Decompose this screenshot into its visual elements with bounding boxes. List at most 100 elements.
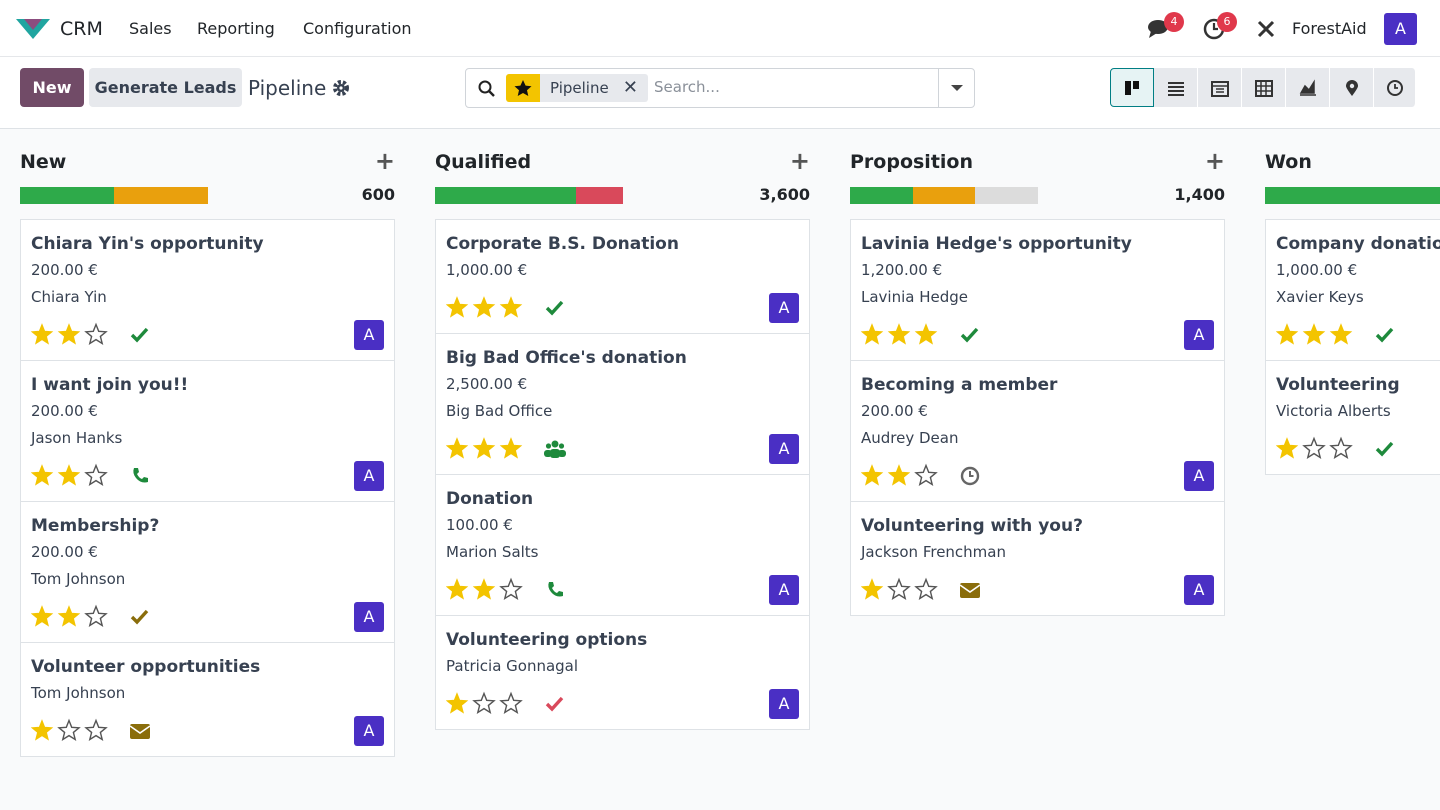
lead-card[interactable]: Becoming a member 200.00 € Audrey Dean A [851, 361, 1224, 502]
progress-segment[interactable] [114, 187, 208, 204]
star-filled[interactable] [57, 605, 81, 627]
company-name[interactable]: ForestAid [1292, 19, 1367, 38]
activity-icon[interactable] [544, 693, 566, 715]
lead-card[interactable]: Volunteering options Patricia Gonnagal A [436, 616, 809, 730]
priority-stars[interactable] [861, 463, 949, 489]
assignee-avatar[interactable]: A [354, 461, 384, 491]
app-name[interactable]: CRM [60, 18, 103, 40]
priority-stars[interactable] [31, 463, 119, 489]
activity-icon[interactable] [1374, 438, 1396, 460]
generate-leads-button[interactable]: Generate Leads [89, 68, 242, 107]
star-filled[interactable] [887, 323, 911, 345]
add-card[interactable]: + [374, 147, 395, 175]
activity-icon[interactable] [129, 465, 151, 487]
star-empty[interactable] [472, 691, 496, 715]
star-filled[interactable] [472, 437, 496, 459]
priority-stars[interactable] [446, 436, 534, 462]
star-filled[interactable] [31, 719, 54, 741]
view-button[interactable] [1242, 68, 1286, 107]
star-filled[interactable] [446, 437, 469, 459]
assignee-avatar[interactable]: A [769, 434, 799, 464]
activity-icon[interactable] [544, 297, 566, 319]
view-button[interactable] [1110, 68, 1154, 107]
view-button[interactable] [1154, 68, 1198, 107]
star-filled[interactable] [887, 464, 911, 486]
progress-segment[interactable] [912, 187, 976, 204]
star-filled[interactable] [1329, 323, 1353, 345]
assignee-avatar[interactable]: A [354, 320, 384, 350]
star-empty[interactable] [499, 577, 523, 601]
star-empty[interactable] [84, 604, 108, 628]
progress-segment[interactable] [975, 187, 1038, 204]
lead-card[interactable]: Volunteer opportunities Tom Johnson A [21, 643, 394, 757]
facet-remove[interactable]: ✕ [622, 77, 638, 98]
star-empty[interactable] [1302, 436, 1326, 460]
lead-card[interactable]: I want join you!! 200.00 € Jason Hanks A [21, 361, 394, 502]
star-filled[interactable] [446, 578, 469, 600]
lead-card[interactable]: Lavinia Hedge's opportunity 1,200.00 € Lav… [851, 220, 1224, 361]
star-filled[interactable] [1302, 323, 1326, 345]
progress-segment[interactable] [850, 187, 913, 204]
star-empty[interactable] [84, 463, 108, 487]
priority-stars[interactable] [861, 577, 949, 603]
star-empty[interactable] [914, 463, 938, 487]
star-filled[interactable] [499, 296, 523, 318]
activity-icon[interactable] [1374, 324, 1396, 346]
star-empty[interactable] [84, 718, 108, 742]
lead-card[interactable]: Corporate B.S. Donation 1,000.00 € A [436, 220, 809, 334]
view-button[interactable] [1198, 68, 1242, 107]
star-filled[interactable] [861, 464, 884, 486]
activity-icon[interactable] [959, 465, 981, 487]
view-button[interactable] [1286, 68, 1330, 107]
star-empty[interactable] [887, 577, 911, 601]
progress-segment[interactable] [576, 187, 623, 204]
lead-card[interactable]: Volunteering Victoria Alberts [1266, 361, 1440, 475]
priority-stars[interactable] [31, 604, 119, 630]
assignee-avatar[interactable]: A [354, 602, 384, 632]
assignee-avatar[interactable]: A [769, 689, 799, 719]
star-filled[interactable] [861, 323, 884, 345]
star-filled[interactable] [914, 323, 938, 345]
assignee-avatar[interactable]: A [769, 575, 799, 605]
star-filled[interactable] [446, 692, 469, 714]
star-empty[interactable] [914, 577, 938, 601]
star-empty[interactable] [1329, 436, 1353, 460]
lead-card[interactable]: Big Bad Office's donation 2,500.00 € Big B… [436, 334, 809, 475]
progress-segment[interactable] [435, 187, 576, 204]
gear-icon[interactable] [333, 80, 349, 96]
activity-icon[interactable] [129, 720, 151, 742]
search-placeholder[interactable]: Search... [654, 78, 720, 96]
lead-card[interactable]: Company donation 1,000.00 € Xavier Keys [1266, 220, 1440, 361]
assignee-avatar[interactable]: A [354, 716, 384, 746]
star-filled[interactable] [446, 296, 469, 318]
priority-stars[interactable] [446, 691, 534, 717]
star-empty[interactable] [84, 322, 108, 346]
star-filled[interactable] [31, 323, 54, 345]
star-empty[interactable] [499, 691, 523, 715]
star-filled[interactable] [472, 578, 496, 600]
search-icon[interactable] [478, 80, 496, 98]
priority-stars[interactable] [446, 295, 534, 321]
progress-segment[interactable] [1265, 187, 1440, 204]
priority-stars[interactable] [31, 718, 119, 744]
priority-stars[interactable] [1276, 322, 1364, 348]
add-card[interactable]: + [1204, 147, 1225, 175]
star-filled[interactable] [1276, 437, 1299, 459]
lead-card[interactable]: Chiara Yin's opportunity 200.00 € Chiara Y… [21, 220, 394, 361]
new-button[interactable]: New [20, 68, 84, 107]
priority-stars[interactable] [446, 577, 534, 603]
star-filled[interactable] [499, 437, 523, 459]
view-button[interactable] [1330, 68, 1374, 107]
star-filled[interactable] [57, 464, 81, 486]
lead-card[interactable]: Volunteering with you? Jackson Frenchman A [851, 502, 1224, 616]
messages-icon[interactable] [1148, 18, 1172, 40]
activity-icon[interactable] [544, 438, 566, 460]
debug-icon[interactable] [1256, 19, 1276, 39]
priority-stars[interactable] [861, 322, 949, 348]
view-button[interactable] [1374, 68, 1416, 107]
lead-card[interactable]: Membership? 200.00 € Tom Johnson A [21, 502, 394, 643]
menu[interactable]: Reporting [197, 19, 275, 38]
assignee-avatar[interactable]: A [1184, 320, 1214, 350]
lead-card[interactable]: Donation 100.00 € Marion Salts A [436, 475, 809, 616]
assignee-avatar[interactable]: A [769, 293, 799, 323]
